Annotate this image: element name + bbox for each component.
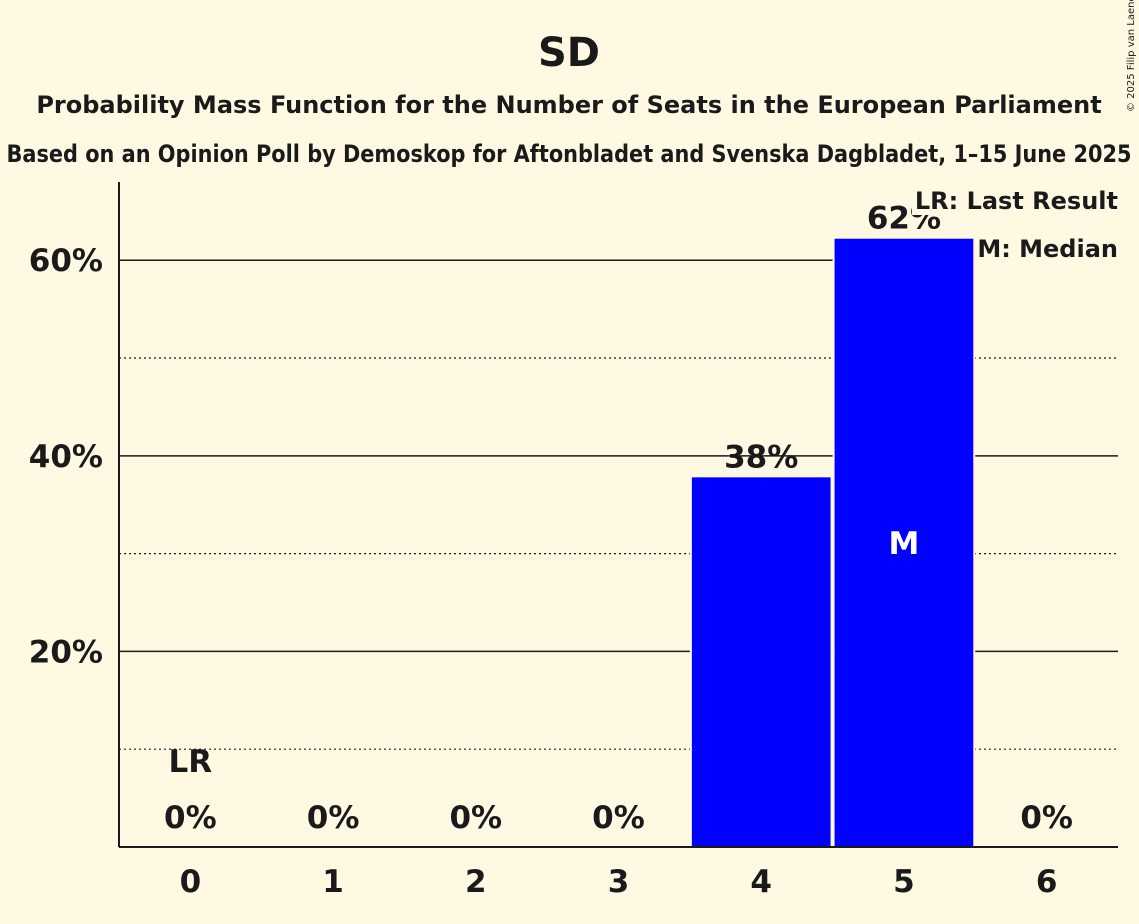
chart-subtitle-source: Based on an Opinion Poll by Demoskop for… xyxy=(7,140,1132,168)
bar-value-label: 0% xyxy=(1020,800,1073,836)
x-tick-label: 6 xyxy=(1036,864,1058,900)
copyright-text: © 2025 Filip van Laenen xyxy=(1126,0,1137,112)
axes xyxy=(118,182,1118,848)
bar-value-label: 0% xyxy=(307,800,360,836)
chart-subtitle: Probability Mass Function for the Number… xyxy=(36,91,1101,119)
legend-background xyxy=(974,235,1118,263)
x-tick-label: 0 xyxy=(180,864,202,900)
bar-value-label: 0% xyxy=(592,800,645,836)
bar xyxy=(691,477,831,847)
x-tick-label: 5 xyxy=(893,864,915,900)
bars xyxy=(689,236,976,847)
legend-last-result: LR: Last Result xyxy=(915,187,1118,215)
x-tick-label: 2 xyxy=(465,864,487,900)
y-tick-label: 60% xyxy=(29,243,103,279)
y-tick-label: 40% xyxy=(29,439,103,475)
y-tick-label: 20% xyxy=(29,634,103,670)
bar-value-label: 0% xyxy=(164,800,217,836)
bar xyxy=(834,238,974,847)
legend-background xyxy=(911,187,1118,215)
x-tick-label: 1 xyxy=(322,864,344,900)
bar-value-label: 38% xyxy=(724,439,798,475)
x-tick-label: 3 xyxy=(608,864,630,900)
legend-median: M: Median xyxy=(977,235,1118,263)
last-result-marker: LR xyxy=(169,744,213,780)
median-marker: M xyxy=(888,526,919,562)
x-tick-label: 4 xyxy=(750,864,772,900)
bar-value-label: 0% xyxy=(449,800,502,836)
chart-title: SD xyxy=(538,30,600,76)
